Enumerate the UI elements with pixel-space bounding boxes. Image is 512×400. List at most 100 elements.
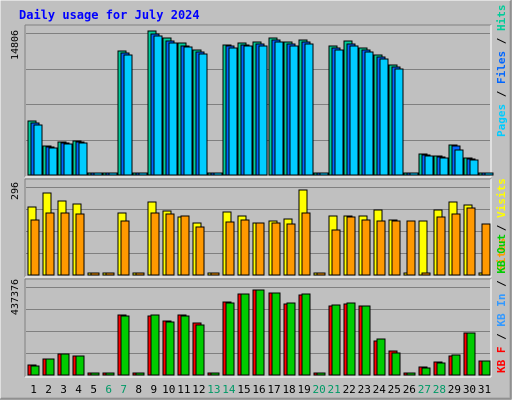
x-tick-label-day-13: 13 <box>207 383 220 396</box>
bar-mid-sites-day-30 <box>466 207 476 276</box>
bar-mid-sites-day-27 <box>421 272 431 276</box>
x-tick-label-day-21: 21 <box>328 383 341 396</box>
panel-bot-ymax-label: 437376 <box>10 279 21 315</box>
bar-bot-kb_out-day-14 <box>225 302 235 376</box>
bar-mid-sites-day-19 <box>301 212 311 276</box>
bar-bot-kb_out-day-20 <box>316 372 326 376</box>
bar-bot-kb_out-day-11 <box>180 315 190 376</box>
bar-bot-kb_out-day-16 <box>255 289 265 376</box>
x-tick-label-day-25: 25 <box>388 383 401 396</box>
bar-top-pages-day-18 <box>289 45 299 176</box>
chart-panels: 14806 Pages / Files / Hits 296 Sites / Visi… <box>10 5 508 378</box>
bar-top-pages-day-3 <box>63 143 73 176</box>
bar-mid-sites-day-7 <box>120 220 130 276</box>
bar-top-pages-day-13 <box>213 172 223 176</box>
x-tick-label-day-5: 5 <box>90 383 97 396</box>
legend-entry-sites: Sites <box>495 238 508 271</box>
bar-mid-sites-day-26 <box>406 220 416 276</box>
panel-mid: 296 Sites / Visits <box>10 178 508 278</box>
bar-bot-kb_out-day-5 <box>90 372 100 376</box>
x-tick-label-day-1: 1 <box>30 383 37 396</box>
bar-mid-sites-day-1 <box>30 219 40 276</box>
bar-top-pages-day-4 <box>78 142 88 176</box>
bar-top-pages-day-8 <box>138 172 148 176</box>
bar-top-pages-day-23 <box>364 51 374 176</box>
bar-top-pages-day-10 <box>168 42 178 176</box>
bar-bot-kb_out-day-4 <box>75 355 85 376</box>
bar-bot-kb_out-day-27 <box>421 367 431 376</box>
bar-top-pages-day-28 <box>439 157 449 176</box>
bar-bot-kb_out-day-22 <box>346 302 356 376</box>
x-tick-label-day-9: 9 <box>150 383 157 396</box>
bar-top-pages-day-24 <box>379 58 389 176</box>
legend-entry-separator: / <box>495 218 508 238</box>
panel-top-legend: Pages / Files / Hits <box>495 5 508 138</box>
bar-mid-sites-day-23 <box>361 219 371 276</box>
bar-mid-sites-day-21 <box>331 229 341 276</box>
x-tick-label-day-26: 26 <box>403 383 416 396</box>
x-tick-label-day-18: 18 <box>282 383 295 396</box>
bar-mid-sites-day-20 <box>316 272 326 276</box>
bar-mid-sites-day-28 <box>436 216 446 276</box>
legend-entry-separator: / <box>495 31 508 51</box>
bar-bot-kb_out-day-29 <box>451 354 461 376</box>
bar-mid-sites-day-8 <box>135 272 145 276</box>
bar-top-pages-day-15 <box>243 45 253 176</box>
x-tick-label-day-3: 3 <box>60 383 67 396</box>
x-tick-label-day-7: 7 <box>120 383 127 396</box>
bar-mid-sites-day-4 <box>75 213 85 276</box>
bar-top-pages-day-7 <box>123 54 133 176</box>
bar-top-pages-day-29 <box>454 149 464 176</box>
x-tick-label-day-30: 30 <box>463 383 476 396</box>
bar-bot-kb_out-day-26 <box>406 372 416 376</box>
bar-top-pages-day-19 <box>304 43 314 176</box>
x-tick-label-day-16: 16 <box>252 383 265 396</box>
bar-mid-sites-day-10 <box>165 213 175 276</box>
bar-bot-kb_out-day-1 <box>30 365 40 376</box>
bar-mid-sites-day-24 <box>376 220 386 276</box>
bar-top-pages-day-17 <box>274 41 284 176</box>
x-tick-label-day-27: 27 <box>418 383 431 396</box>
bar-bot-kb_out-day-10 <box>165 321 175 376</box>
bar-top-pages-day-1 <box>33 124 43 176</box>
bar-top-pages-day-20 <box>319 172 329 176</box>
bar-mid-sites-day-18 <box>286 223 296 276</box>
panel-bot-legend: KB F / KB In / KB Out <box>495 234 508 373</box>
bar-mid-sites-day-25 <box>391 220 401 276</box>
bar-top-pages-day-27 <box>424 155 434 176</box>
bar-mid-visits-day-27 <box>418 220 428 276</box>
bar-bot-kb_out-day-25 <box>391 352 401 376</box>
panel-top-ymax-label: 14806 <box>10 30 21 60</box>
bar-mid-sites-day-17 <box>271 222 281 276</box>
panel-mid-ymax-label: 296 <box>10 182 21 200</box>
bar-mid-sites-day-12 <box>195 226 205 276</box>
bar-top-pages-day-26 <box>409 172 419 176</box>
bar-bot-kb_out-day-17 <box>271 292 281 376</box>
bar-bot-kb_out-day-13 <box>210 372 220 376</box>
chart-title: Daily usage for July 2024 <box>19 8 200 22</box>
panel-bot: 437376 KB F / KB In / KB Out <box>10 234 508 378</box>
bar-bot-kb_out-day-2 <box>45 358 55 376</box>
legend-entry-separator: / <box>495 274 508 294</box>
x-tick-label-day-29: 29 <box>448 383 461 396</box>
x-tick-label-day-23: 23 <box>358 383 371 396</box>
x-tick-label-day-8: 8 <box>135 383 142 396</box>
bar-top-pages-day-12 <box>198 53 208 176</box>
bar-mid-sites-day-16 <box>255 222 265 276</box>
legend-entry-separator: / <box>495 327 508 347</box>
bar-bot-kb_out-day-9 <box>150 314 160 376</box>
panel-mid-legend: Sites / Visits <box>495 178 508 271</box>
bar-top-pages-day-11 <box>183 46 193 176</box>
bar-top-pages-day-30 <box>469 159 479 176</box>
bar-mid-sites-day-11 <box>180 215 190 276</box>
bar-top-pages-day-9 <box>153 35 163 176</box>
bar-mid-sites-day-5 <box>90 272 100 276</box>
panel-top: 14806 Pages / Files / Hits <box>10 5 508 178</box>
bar-top-pages-day-21 <box>334 49 344 176</box>
x-tick-label-day-11: 11 <box>177 383 190 396</box>
bar-bot-kb_out-day-6 <box>105 372 115 376</box>
bar-bot-kb_out-day-31 <box>481 360 491 376</box>
legend-entry-separator: / <box>495 84 508 104</box>
legend-entry-kb_in: KB In <box>495 294 508 327</box>
